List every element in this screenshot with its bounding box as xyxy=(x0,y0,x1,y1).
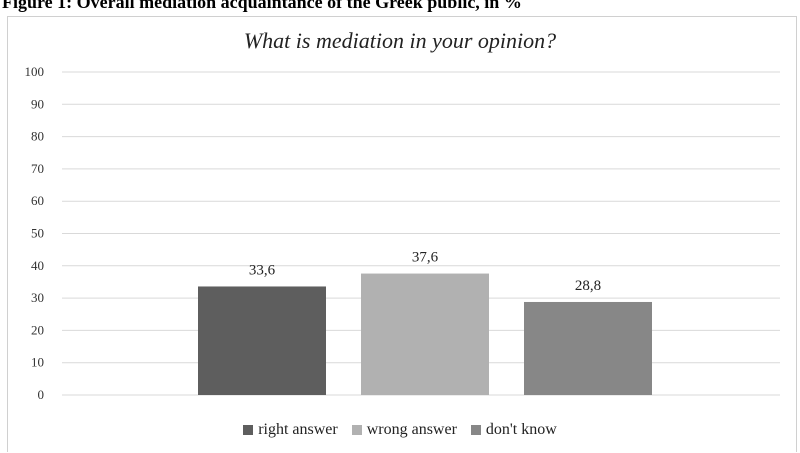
y-tick-label: 50 xyxy=(31,226,44,241)
chart-frame xyxy=(7,16,797,452)
legend: right answer wrong answer don't know xyxy=(0,421,800,440)
y-tick-label: 80 xyxy=(31,129,44,144)
y-tick-label: 90 xyxy=(31,96,44,111)
legend-item: right answer xyxy=(243,421,338,439)
legend-swatch xyxy=(351,425,362,435)
data-label: 28,8 xyxy=(575,278,601,294)
legend-swatch xyxy=(470,425,481,435)
y-tick-label: 20 xyxy=(31,322,44,337)
bar-right-answer xyxy=(198,286,326,395)
bar-don-t-know xyxy=(524,301,652,395)
bar-wrong-answer xyxy=(361,273,489,395)
legend-item: don't know xyxy=(470,421,557,439)
y-tick-label: 100 xyxy=(25,64,45,79)
legend-label: right answer xyxy=(258,421,338,438)
data-label: 37,6 xyxy=(412,250,439,266)
data-label: 33,6 xyxy=(249,262,276,278)
legend-item: wrong answer xyxy=(351,421,457,439)
legend-label: don't know xyxy=(485,421,557,438)
figure-caption: Figure 1: Overall mediation acquaintance… xyxy=(2,0,522,12)
legend-label: wrong answer xyxy=(366,421,457,438)
y-tick-label: 40 xyxy=(31,258,44,273)
y-tick-label: 0 xyxy=(38,387,45,402)
y-tick-label: 10 xyxy=(31,355,44,370)
y-tick-label: 70 xyxy=(31,161,44,176)
legend-swatch xyxy=(243,425,254,435)
y-tick-label: 30 xyxy=(31,290,44,305)
y-tick-label: 60 xyxy=(31,193,44,208)
chart-title: What is mediation in your opinion? xyxy=(243,28,557,53)
